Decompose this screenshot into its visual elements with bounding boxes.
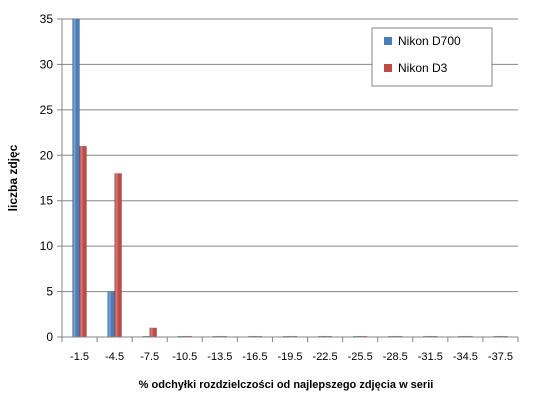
x-tick-label: -28.5	[383, 351, 408, 363]
legend-swatch-nikon-d3	[384, 64, 392, 72]
x-tick-label: -25.5	[348, 351, 373, 363]
y-tick-label: 0	[46, 330, 53, 344]
y-tick-label: 10	[40, 239, 54, 253]
bar-highlight	[80, 146, 83, 337]
x-tick-label: -22.5	[313, 351, 338, 363]
bar-highlight	[108, 291, 111, 337]
y-tick-label: 20	[40, 148, 54, 162]
x-tick-label: -19.5	[277, 351, 302, 363]
x-tick-label: -31.5	[418, 351, 443, 363]
y-tick-label: 5	[46, 285, 53, 299]
legend: Nikon D700 Nikon D3	[371, 27, 493, 87]
x-tick-label: -37.5	[488, 351, 513, 363]
y-axis-ticks: 0 5 10 15 20 25 30 35	[40, 12, 62, 344]
legend-label-nikon-d3: Nikon D3	[398, 61, 448, 75]
y-axis-label: liczba zdjęc	[6, 144, 20, 211]
x-tick-label: -34.5	[453, 351, 478, 363]
x-tick-label: -7.5	[140, 351, 159, 363]
legend-label-nikon-d700: Nikon D700	[398, 34, 461, 48]
y-tick-label: 35	[40, 12, 54, 26]
y-tick-label: 25	[40, 103, 54, 117]
y-tick-label: 30	[40, 57, 54, 71]
y-tick-label: 15	[40, 194, 54, 208]
bar-highlight	[73, 19, 76, 337]
bar-highlight	[115, 173, 118, 337]
bar-highlight	[150, 327, 153, 337]
gridlines	[62, 18, 518, 293]
x-tick-label: -1.5	[70, 351, 89, 363]
legend-swatch-nikon-d700	[384, 37, 392, 45]
x-axis-label: % odchyłki rozdzielczości od najlepszego…	[139, 379, 434, 391]
x-tick-label: -13.5	[207, 351, 232, 363]
x-axis-ticks: -1.5 -4.5 -7.5 -10.5 -13.5 -16.5 -19.5 -22.5 -25…	[61, 337, 519, 363]
x-tick-label: -10.5	[172, 351, 197, 363]
x-tick-label: -4.5	[105, 351, 124, 363]
x-tick-label: -16.5	[242, 351, 267, 363]
